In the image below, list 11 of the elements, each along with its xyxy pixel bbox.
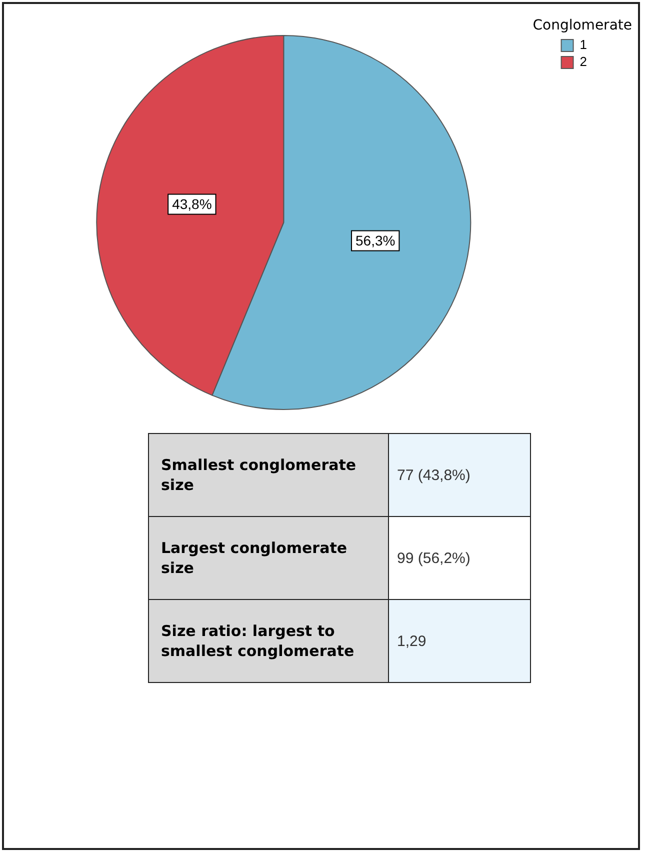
text: Smallest conglomerate size [148, 434, 388, 516]
text: 77 (43,8%) [388, 434, 530, 516]
text: Largest conglomerate size [148, 516, 388, 600]
text: 1,29 [388, 600, 530, 682]
text: 99 (56,2%) [388, 516, 530, 600]
data-label: 56,3% [355, 232, 396, 249]
legend-title: Conglomerate [532, 18, 632, 34]
legend-label: 1 [580, 37, 588, 52]
legend-label: 2 [580, 54, 588, 70]
data-label: 43,8% [172, 196, 212, 212]
text: Size ratio: largest to smallest conglomerate [148, 600, 388, 682]
